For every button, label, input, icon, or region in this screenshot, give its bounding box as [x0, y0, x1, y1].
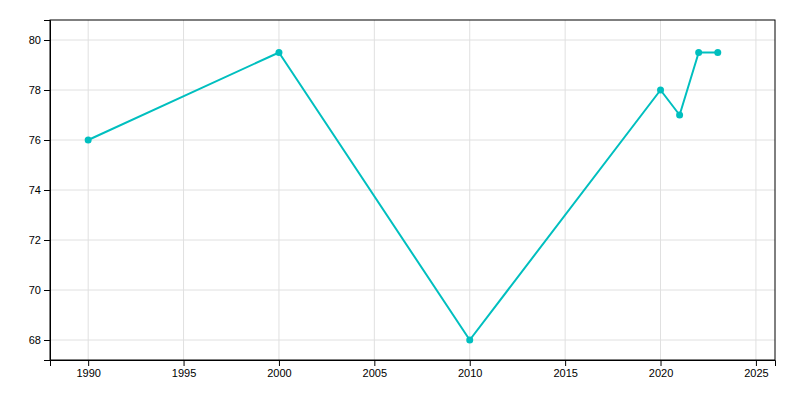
x-tick: 2015 [553, 360, 577, 379]
x-tick-mark [470, 360, 471, 366]
x-tick: 2010 [458, 360, 482, 379]
x-tick-label: 2015 [553, 367, 577, 379]
grid-line [50, 290, 775, 291]
x-tick-mark [88, 360, 89, 366]
y-tick: 72 [29, 234, 50, 246]
x-axis-line [51, 361, 776, 367]
y-tick-mark [44, 90, 50, 91]
point [85, 137, 92, 144]
x-tick-label: 2020 [649, 367, 673, 379]
x-tick-label: 2000 [267, 367, 291, 379]
x-tick-mark [374, 360, 375, 366]
x-tick-mark [565, 360, 566, 366]
point [714, 49, 721, 56]
grid-line [50, 90, 775, 91]
y-tick-mark [44, 240, 50, 241]
y-tick: 78 [29, 84, 50, 96]
y-tick-label: 78 [29, 84, 41, 96]
y-tick-label: 74 [29, 184, 41, 196]
y-tick-label: 76 [29, 134, 41, 146]
y-tick-mark [44, 340, 50, 341]
x-tick-mark [279, 360, 280, 366]
y-tick: 70 [29, 284, 50, 296]
y-tick-mark [44, 190, 50, 191]
plot-area: 1990 1995 2000 2005 2010 2015 2020 2025 68 70 72 74… [29, 20, 776, 379]
y-tick: 76 [29, 134, 50, 146]
x-tick: 2025 [744, 360, 768, 379]
y-tick-label: 80 [29, 34, 41, 46]
y-axis-line [44, 21, 51, 361]
point [275, 49, 282, 56]
y-tick: 74 [29, 184, 50, 196]
grid [50, 20, 775, 360]
grid-line [50, 140, 775, 141]
y-axis: 68 70 72 74 76 78 80 [29, 21, 51, 361]
grid-line [50, 240, 775, 241]
x-tick-label: 2010 [458, 367, 482, 379]
x-tick-label: 1990 [76, 367, 100, 379]
grid-line [50, 190, 775, 191]
x-tick-mark [184, 360, 185, 366]
y-tick-label: 68 [29, 334, 41, 346]
line [88, 53, 718, 341]
y-tick: 68 [29, 334, 50, 346]
y-tick: 80 [29, 34, 50, 46]
y-tick-mark [44, 40, 50, 41]
x-tick-label: 1995 [172, 367, 196, 379]
x-tick: 1995 [172, 360, 196, 379]
x-tick-label: 2005 [363, 367, 387, 379]
marks [85, 49, 722, 344]
x-tick: 2020 [649, 360, 673, 379]
y-tick-mark [44, 140, 50, 141]
x-tick: 1990 [76, 360, 100, 379]
point [657, 87, 664, 94]
y-tick-label: 72 [29, 234, 41, 246]
plot-frame [50, 20, 775, 360]
point [466, 337, 473, 344]
chart: 1990 1995 2000 2005 2010 2015 2020 2025 68 70 72 74… [0, 0, 800, 400]
point [676, 112, 683, 119]
y-tick-mark [44, 290, 50, 291]
grid-line [50, 40, 775, 41]
y-tick-label: 70 [29, 284, 41, 296]
x-axis: 1990 1995 2000 2005 2010 2015 2020 2025 [51, 360, 776, 379]
grid-line [50, 340, 775, 341]
x-tick-label: 2025 [744, 367, 768, 379]
point [695, 49, 702, 56]
x-tick: 2005 [363, 360, 387, 379]
x-tick: 2000 [267, 360, 291, 379]
x-tick-mark [661, 360, 662, 366]
x-tick-mark [756, 360, 757, 366]
